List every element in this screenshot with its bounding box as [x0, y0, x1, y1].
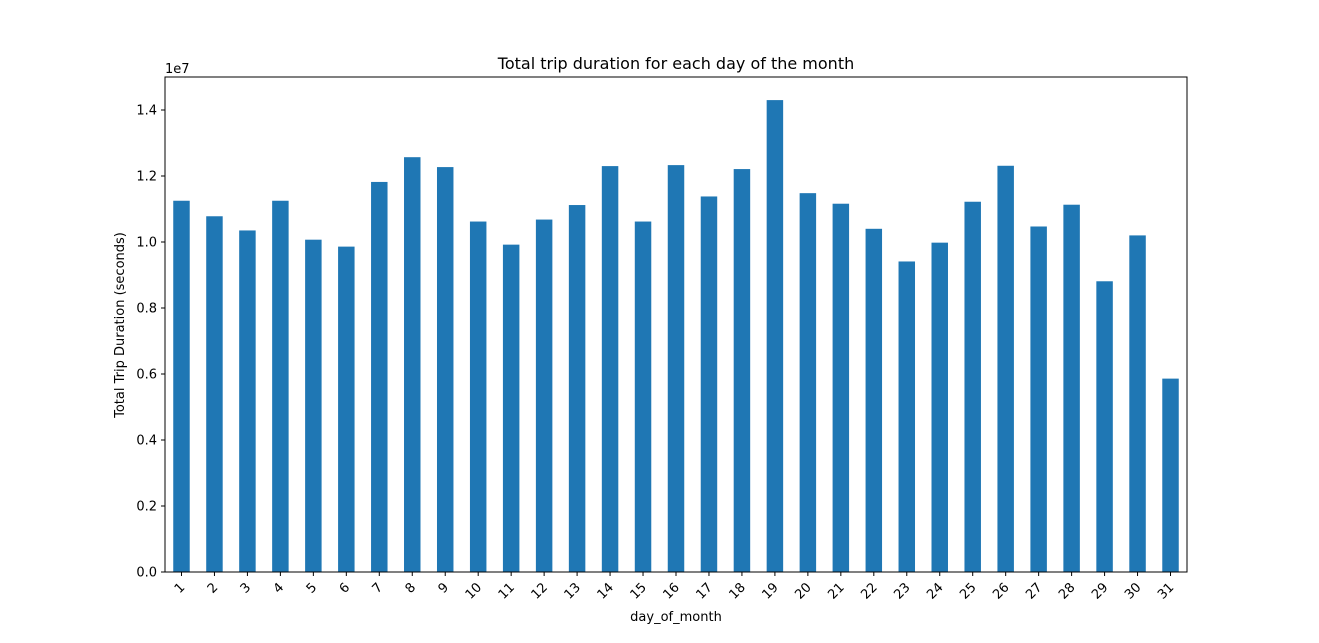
- x-tick-label: 2: [205, 580, 221, 596]
- bar-day-1: [173, 200, 190, 572]
- x-tick-label: 1: [172, 580, 188, 596]
- x-tick-label: 24: [924, 580, 946, 602]
- x-tick-label: 28: [1056, 580, 1078, 602]
- x-tick-label: 30: [1122, 580, 1144, 602]
- x-tick-label: 5: [304, 580, 320, 596]
- x-tick-label: 12: [529, 580, 551, 602]
- x-tick-label: 10: [463, 580, 485, 602]
- x-tick-label: 4: [271, 580, 287, 596]
- bar-day-8: [404, 157, 421, 572]
- bar-day-28: [1063, 204, 1080, 572]
- x-tick-label: 27: [1023, 580, 1045, 602]
- x-tick-label: 29: [1089, 580, 1111, 602]
- y-tick-label: 0.2: [136, 500, 157, 515]
- y-tick-label: 0.0: [136, 566, 157, 581]
- bar-day-13: [568, 205, 586, 573]
- x-axis-label: day_of_month: [630, 610, 722, 625]
- bar-day-18: [733, 169, 751, 572]
- x-tick-label: 19: [759, 580, 781, 602]
- bar-day-11: [502, 244, 520, 572]
- y-tick-label: 0.4: [136, 434, 157, 449]
- bar-day-17: [700, 196, 718, 572]
- bar-day-12: [535, 219, 553, 572]
- bar-day-24: [931, 242, 948, 572]
- bar-day-30: [1129, 235, 1146, 572]
- bar-day-9: [436, 167, 454, 572]
- x-tick-label: 6: [337, 580, 353, 596]
- bar-day-6: [338, 246, 355, 572]
- x-tick-label: 7: [370, 580, 386, 596]
- x-tick-label: 17: [693, 580, 715, 602]
- x-tick-label: 22: [858, 580, 880, 602]
- chart-title: Total trip duration for each day of the …: [497, 54, 854, 73]
- x-tick-label: 16: [661, 580, 683, 602]
- bar-day-29: [1096, 281, 1113, 572]
- x-tick-label: 21: [825, 580, 847, 602]
- y-axis-offset-label: 1e7: [165, 62, 190, 77]
- y-axis: 0.0 0.2 0.4 0.6 0.8 1.0 1.2 1.4: [136, 104, 165, 581]
- bar-day-21: [832, 203, 850, 572]
- x-tick-label: 14: [595, 580, 617, 602]
- x-tick-label: 9: [436, 580, 452, 596]
- bar-day-10: [469, 221, 487, 573]
- bars-group: [173, 100, 1179, 573]
- y-tick-label: 1.0: [136, 236, 157, 251]
- bar-day-22: [865, 228, 883, 573]
- x-tick-label: 20: [792, 580, 814, 602]
- x-tick-label: 18: [726, 580, 748, 602]
- y-tick-label: 0.6: [136, 368, 157, 383]
- x-tick-label: 31: [1155, 580, 1177, 602]
- x-tick-label: 13: [562, 580, 584, 602]
- y-tick-label: 1.2: [136, 170, 157, 185]
- x-axis: 1 2 3 4 5 6 7 8 9 10 11 12 13 14 15 16 17 18 19 20 21 22 23 24 2…: [172, 572, 1177, 603]
- bar-day-25: [964, 201, 981, 573]
- bar-day-3: [239, 230, 256, 572]
- x-tick-label: 25: [957, 580, 979, 602]
- y-tick-label: 1.4: [136, 104, 157, 119]
- bar-day-16: [667, 165, 685, 573]
- bar-day-31: [1162, 378, 1179, 572]
- bar-day-5: [305, 239, 322, 572]
- bar-day-19: [766, 100, 784, 572]
- x-tick-label: 8: [403, 580, 419, 596]
- x-tick-label: 26: [990, 580, 1012, 602]
- bar-day-26: [997, 165, 1014, 572]
- bar-day-2: [206, 216, 223, 572]
- x-tick-label: 23: [891, 580, 913, 602]
- bar-day-23: [898, 261, 916, 572]
- bar-day-20: [799, 193, 817, 572]
- bar-day-14: [601, 166, 619, 572]
- x-tick-label: 15: [628, 580, 650, 602]
- bar-day-7: [371, 181, 388, 572]
- bar-day-4: [272, 200, 289, 572]
- y-tick-label: 0.8: [136, 302, 157, 317]
- x-tick-label: 3: [238, 580, 254, 596]
- bar-day-27: [1030, 226, 1047, 573]
- x-tick-label: 11: [496, 580, 518, 602]
- bar-day-15: [634, 221, 652, 573]
- y-axis-label: Total Trip Duration (seconds): [113, 232, 128, 419]
